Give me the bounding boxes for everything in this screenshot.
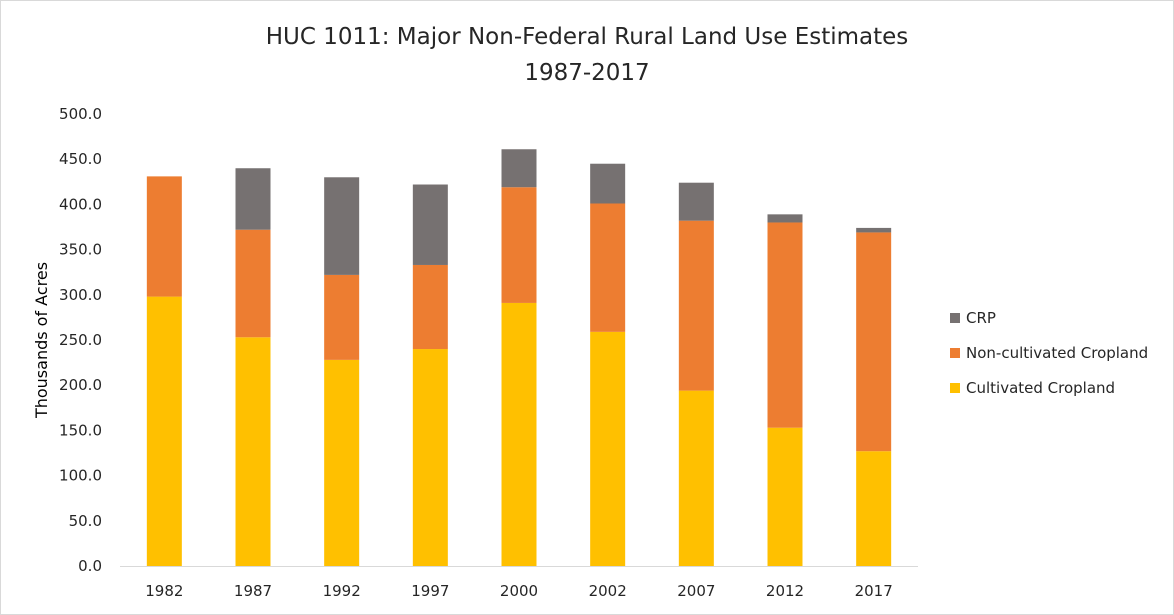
bar-segment-cultivated-cropland: [412, 349, 448, 566]
bar-segment-cultivated-cropland: [501, 302, 537, 566]
x-axis-ticks: 1982 1987 1992 1997 2000 2002 2007 2012 2017: [145, 582, 893, 600]
bar-segment-cultivated-cropland: [146, 296, 182, 566]
bar-segment-crp: [590, 163, 626, 204]
x-tick-label: 2002: [589, 582, 627, 600]
y-tick-label: 100.0: [59, 467, 102, 485]
bar-segment-non-cultivated-cropland: [678, 220, 714, 391]
y-tick-label: 50.0: [69, 512, 102, 530]
legend-label: Non-cultivated Cropland: [966, 344, 1148, 362]
legend-label: Cultivated Cropland: [966, 379, 1115, 397]
bar-segment-crp: [856, 227, 892, 233]
bar-segment-non-cultivated-cropland: [235, 229, 271, 338]
x-tick-label: 2012: [766, 582, 804, 600]
x-tick-label: 2000: [500, 582, 538, 600]
legend-swatch: [950, 348, 960, 358]
x-tick-label: 2017: [855, 582, 893, 600]
bar-segment-cultivated-cropland: [856, 451, 892, 566]
bars-group: [146, 149, 892, 566]
x-tick-label: 1997: [411, 582, 449, 600]
bar-segment-non-cultivated-cropland: [590, 203, 626, 332]
bar-segment-non-cultivated-cropland: [767, 222, 803, 428]
y-tick-label: 500.0: [59, 105, 102, 123]
bar-segment-non-cultivated-cropland: [324, 274, 360, 360]
chart-subtitle: 1987-2017: [524, 60, 650, 86]
bar-segment-crp: [767, 214, 803, 223]
bar-segment-crp: [678, 182, 714, 221]
bar-segment-cultivated-cropland: [324, 359, 360, 566]
bar-segment-cultivated-cropland: [235, 337, 271, 566]
bar-segment-crp: [412, 184, 448, 265]
y-tick-label: 250.0: [59, 331, 102, 349]
y-axis-label: Thousands of Acres: [32, 262, 51, 419]
x-tick-label: 2007: [677, 582, 715, 600]
chart-title: HUC 1011: Major Non-Federal Rural Land U…: [265, 24, 909, 50]
y-tick-label: 0.0: [78, 557, 102, 575]
bar-segment-crp: [324, 177, 360, 275]
bar-segment-crp: [501, 149, 537, 188]
bar-segment-cultivated-cropland: [590, 331, 626, 566]
y-tick-label: 350.0: [59, 241, 102, 259]
legend-swatch: [950, 383, 960, 393]
bar-segment-non-cultivated-cropland: [856, 232, 892, 452]
bar-segment-non-cultivated-cropland: [146, 176, 182, 297]
legend-swatch: [950, 313, 960, 323]
bar-segment-non-cultivated-cropland: [412, 264, 448, 350]
bar-segment-non-cultivated-cropland: [501, 187, 537, 303]
x-tick-label: 1987: [234, 582, 272, 600]
legend: CRP Non-cultivated Cropland Cultivated Cro…: [950, 309, 1148, 397]
y-tick-label: 200.0: [59, 376, 102, 394]
bar-segment-cultivated-cropland: [678, 390, 714, 566]
y-tick-label: 450.0: [59, 150, 102, 168]
bar-segment-crp: [235, 168, 271, 230]
y-tick-label: 300.0: [59, 286, 102, 304]
x-tick-label: 1992: [323, 582, 361, 600]
legend-label: CRP: [966, 309, 996, 327]
y-tick-label: 150.0: [59, 421, 102, 439]
x-tick-label: 1982: [145, 582, 183, 600]
y-axis-ticks: 0.0 50.0 100.0 150.0 200.0 250.0 300.0 350.0 400…: [59, 105, 102, 575]
bar-segment-cultivated-cropland: [767, 427, 803, 566]
y-tick-label: 400.0: [59, 195, 102, 213]
